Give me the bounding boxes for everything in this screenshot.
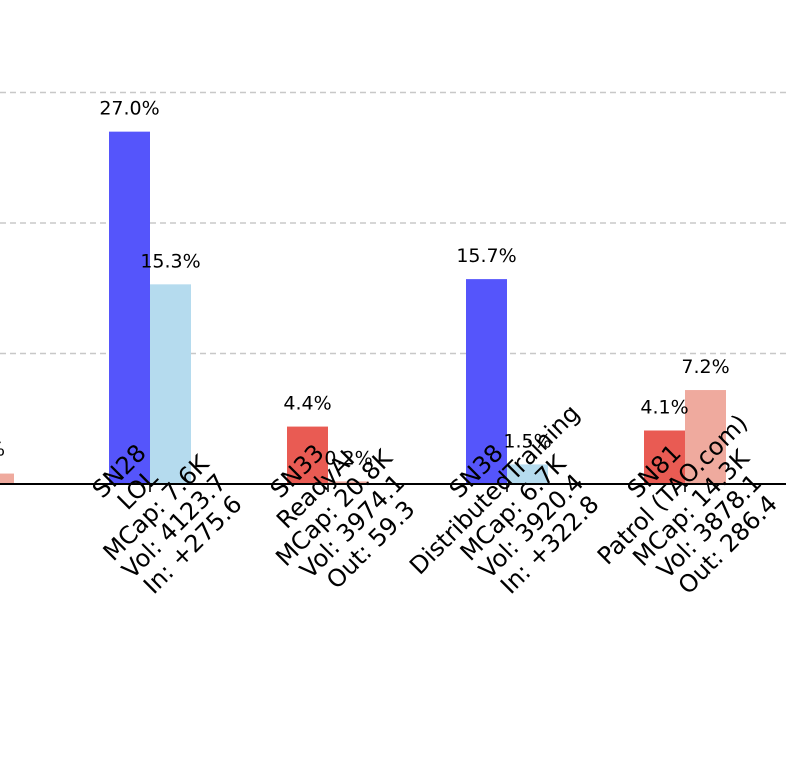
bar xyxy=(150,284,191,484)
bar-value-label: 4.4% xyxy=(283,393,331,415)
x-tick-label: SN81Patrol (TAO.com)MCap: 14.3KVol: 3878… xyxy=(574,391,786,626)
bar xyxy=(507,464,548,484)
bar-value-label: 7.2% xyxy=(681,356,729,378)
bar xyxy=(466,279,507,484)
bar-value-label: 27.0% xyxy=(99,98,159,120)
bar xyxy=(685,390,726,484)
x-tick-label: SN38DistributedTrainingMCap: 6.7KVol: 39… xyxy=(386,381,641,636)
bar xyxy=(328,481,369,484)
bar-value-label: 4.1% xyxy=(640,396,688,418)
x-ticks xyxy=(149,484,686,492)
bar-value-label: % xyxy=(0,439,5,461)
bar xyxy=(109,131,150,484)
bar-value-label: 1.5% xyxy=(503,430,551,452)
bar-value-labels: % 27.0% 4.4% 15.7% 4.1% 15.3% 0.2% 1.5% 7.2% xyxy=(0,98,730,470)
bar xyxy=(644,430,685,484)
bar-value-label: 15.7% xyxy=(456,245,516,267)
bar-value-label: 15.3% xyxy=(140,250,200,272)
x-tick-label: SN33ReadyAIMCap: 20.8KVol: 3974.1Out: 59… xyxy=(233,407,435,609)
bar xyxy=(287,426,328,484)
bars xyxy=(0,131,726,484)
bar-value-label: 0.2% xyxy=(324,447,372,469)
bar-clipped xyxy=(0,473,14,484)
